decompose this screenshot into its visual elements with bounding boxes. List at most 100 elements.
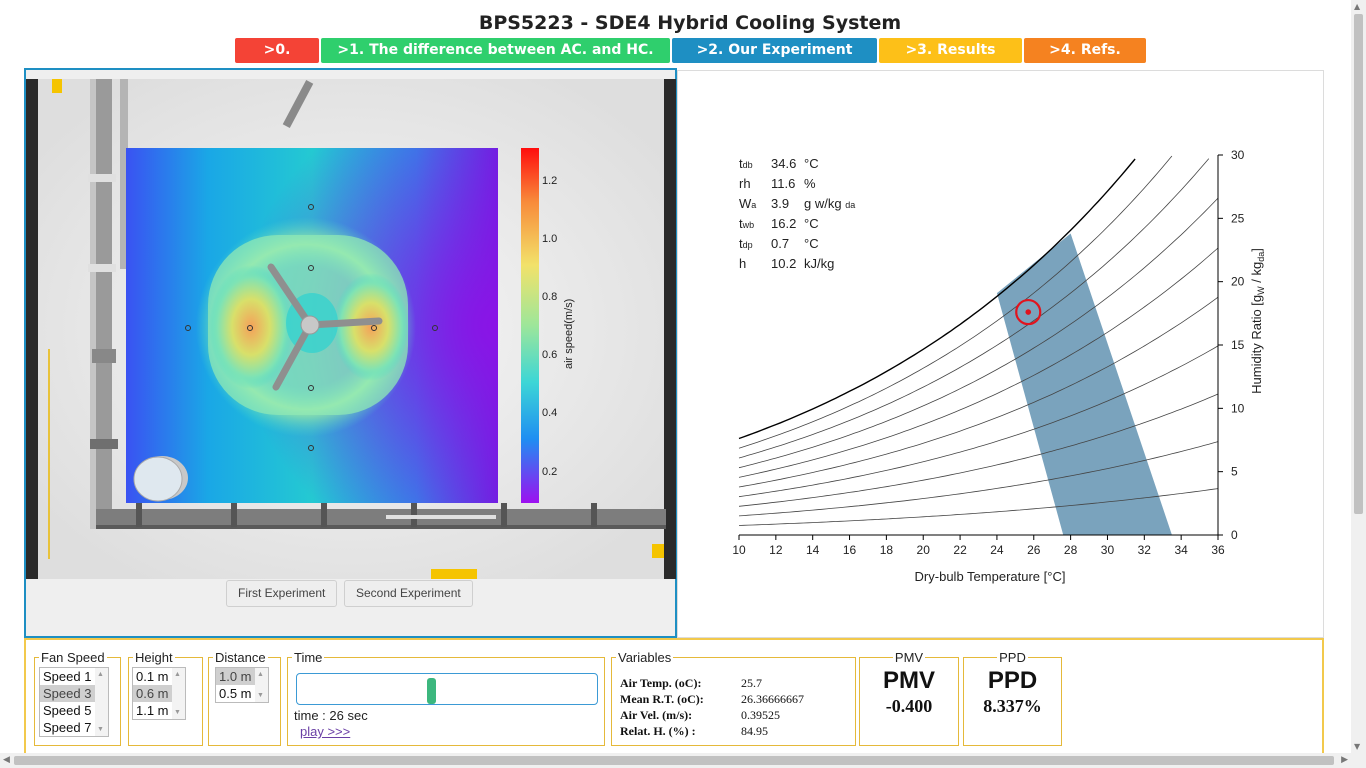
var-value: 25.7: [741, 675, 762, 690]
param-symbol: tdb: [739, 155, 753, 171]
x-tick-label: 34: [1174, 543, 1188, 557]
x-tick-label: 14: [806, 543, 820, 557]
param-value: 16.2: [771, 215, 797, 231]
tab-intro[interactable]: >0.: [235, 38, 319, 63]
param-value: 10.2: [771, 255, 797, 271]
scroll-down-icon[interactable]: ▼: [1354, 742, 1361, 751]
fan-speed-option[interactable]: Speed 7: [43, 720, 92, 735]
fan-speed-option[interactable]: Speed 5: [43, 703, 92, 718]
fan-speed-legend: Fan Speed: [41, 650, 105, 665]
distance-select[interactable]: 1.0 m 0.5 m ▲ ▼: [215, 667, 269, 703]
param-unit: kJ/kg: [804, 255, 835, 271]
time-group: Time time : 26 sec play >>>: [287, 650, 605, 746]
control-panel: Fan Speed Speed 1 Speed 3 Speed 5 Speed …: [24, 638, 1324, 753]
y-tick-label: 20: [1231, 275, 1245, 289]
time-slider[interactable]: [296, 673, 598, 705]
rh-curve: [738, 345, 1219, 498]
x-axis-label: Dry-bulb Temperature [°C]: [915, 569, 1066, 584]
x-tick-label: 26: [1027, 543, 1041, 557]
colorbar-tick: 1.0: [542, 233, 557, 245]
tab-experiment[interactable]: >2. Our Experiment: [672, 38, 877, 63]
pmv-value: -0.400: [885, 696, 933, 716]
scrollbar[interactable]: ▲ ▼: [95, 668, 108, 736]
rh-curve: [738, 296, 1219, 488]
tab-refs[interactable]: >4. Refs.: [1024, 38, 1146, 63]
var-value: 84.95: [741, 723, 768, 738]
scroll-left-icon[interactable]: ◀: [3, 755, 10, 765]
var-label: Air Temp. (oC):: [620, 675, 702, 690]
airflow-scene: 1.2 1.0 0.8 0.6 0.4 0.2 air speed(m/s): [26, 79, 676, 579]
param-row: Wa 3.9 g w/kg da: [739, 193, 855, 213]
scrollbar-thumb[interactable]: [1354, 14, 1363, 514]
vertical-scrollbar[interactable]: ▲ ▼: [1351, 0, 1366, 753]
var-label: Relat. H. (%) :: [620, 723, 696, 738]
first-experiment-button[interactable]: First Experiment: [226, 580, 338, 607]
fan-speed-group: Fan Speed Speed 1 Speed 3 Speed 5 Speed …: [34, 650, 121, 746]
colorbar-tick: 0.2: [542, 466, 557, 478]
colorbar-tick: 0.4: [542, 407, 557, 419]
x-tick-label: 10: [732, 543, 746, 557]
ppd-label: PPD: [987, 667, 1038, 694]
pmv-legend: PMV: [894, 650, 924, 665]
rh-curve: [738, 247, 1219, 478]
fan-speed-select[interactable]: Speed 1 Speed 3 Speed 5 Speed 7 ▲ ▼: [39, 667, 109, 737]
param-value: 3.9: [771, 195, 790, 211]
tab-difference[interactable]: >1. The difference between AC. and HC.: [321, 38, 670, 63]
height-option[interactable]: 0.1 m: [136, 669, 169, 684]
pmv-label: PMV: [882, 667, 935, 694]
play-link[interactable]: play >>>: [300, 724, 351, 739]
scroll-up-icon[interactable]: ▲: [1354, 2, 1361, 11]
x-tick-label: 36: [1211, 543, 1225, 557]
height-group: Height 0.1 m 0.6 m 1.1 m ▲ ▼: [128, 650, 203, 746]
y-tick-label: 5: [1231, 465, 1238, 479]
rh-curve: [738, 441, 1219, 517]
rh-curve: [738, 158, 1136, 440]
distance-option[interactable]: 0.5 m: [219, 686, 252, 701]
param-value: 11.6: [771, 175, 796, 191]
x-tick-label: 20: [917, 543, 931, 557]
x-tick-label: 12: [769, 543, 783, 557]
airflow-viewer: 1.2 1.0 0.8 0.6 0.4 0.2 air speed(m/s) F…: [24, 68, 677, 638]
y-axis-label: Humidity Ratio [gW / kgda]: [1249, 248, 1266, 394]
x-tick-label: 24: [990, 543, 1004, 557]
param-value: 34.6: [771, 155, 797, 171]
scrollbar[interactable]: ▲ ▼: [172, 668, 185, 719]
y-tick-label: 15: [1231, 338, 1245, 352]
rh-curve: [738, 393, 1219, 507]
colorbar-tick: 0.8: [542, 291, 557, 303]
height-option[interactable]: 1.1 m: [136, 703, 169, 718]
height-legend: Height: [135, 650, 173, 665]
param-unit: °C: [804, 235, 819, 251]
second-experiment-button[interactable]: Second Experiment: [344, 580, 473, 607]
fan-speed-option[interactable]: Speed 3: [40, 685, 108, 702]
colorbar: [521, 148, 539, 503]
psychrometric-chart: 10 12 14 16 18 20 22 24 26 28 30 32 34 36 0 5 10 15 20 25 30…: [732, 148, 1266, 584]
fan-speed-option[interactable]: Speed 1: [43, 669, 92, 684]
colorbar-tick: 1.2: [542, 175, 557, 187]
scroll-right-icon[interactable]: ▶: [1341, 755, 1348, 765]
param-symbol: tdp: [739, 235, 753, 251]
time-slider-thumb[interactable]: [427, 678, 436, 704]
param-unit: g w/kg da: [804, 195, 856, 211]
colorbar-label: air speed(m/s): [563, 299, 575, 369]
param-symbol: twb: [739, 215, 755, 231]
height-select[interactable]: 0.1 m 0.6 m 1.1 m ▲ ▼: [132, 667, 186, 720]
y-tick-label: 10: [1231, 401, 1245, 415]
param-value: 0.7: [771, 235, 790, 251]
param-unit: %: [804, 175, 816, 191]
psychro-params: tdb 34.6 °C rh 11.6% Wa 3.9 g w/kg da twb 16.2 °…: [739, 153, 855, 273]
tab-results[interactable]: >3. Results: [879, 38, 1022, 63]
var-label: Air Vel. (m/s):: [620, 707, 693, 722]
scrollbar[interactable]: ▲ ▼: [255, 668, 268, 702]
horizontal-scrollbar[interactable]: ◀ ▶: [0, 753, 1366, 768]
time-readout: time : 26 sec: [294, 708, 368, 723]
time-legend: Time: [294, 650, 323, 665]
x-tick-label: 16: [843, 543, 857, 557]
scrollbar-thumb[interactable]: [14, 756, 1334, 765]
y-tick-label: 30: [1231, 148, 1245, 162]
x-tick-label: 22: [953, 543, 967, 557]
ppd-group: PPD PPD 8.337%: [963, 650, 1062, 746]
var-value: 26.36666667: [741, 691, 804, 706]
rh-curve: [738, 158, 1210, 459]
ppd-value: 8.337%: [983, 696, 1042, 716]
